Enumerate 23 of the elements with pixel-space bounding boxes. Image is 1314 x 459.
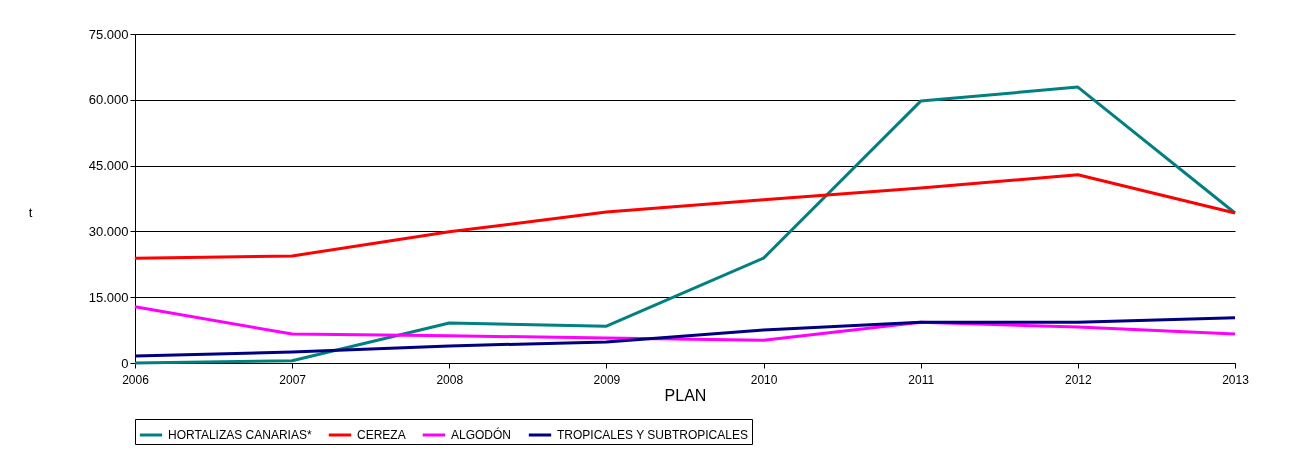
y-axis-title: t (28, 204, 33, 220)
x-tick-label: 2011 (908, 372, 935, 387)
x-tick-label: 2006 (122, 372, 150, 387)
legend-label: HORTALIZAS CANARIAS* (168, 428, 312, 442)
x-tick-label: 2008 (436, 372, 464, 387)
line-series (133, 316, 1237, 358)
x-tick-label: 2013 (1222, 372, 1250, 387)
legend-label: CEREZA (357, 428, 406, 442)
y-tick-label: 30.000 (88, 223, 129, 239)
y-tick-label: 60.000 (88, 92, 129, 108)
y-tick-label: 75.000 (88, 26, 129, 42)
legend-label: TROPICALES Y SUBTROPICALES (557, 428, 748, 442)
x-tick-label: 2012 (1065, 372, 1093, 387)
x-tick-label: 2007 (279, 372, 307, 387)
y-tick-label: 15.000 (88, 289, 129, 305)
y-tick-label: 45.000 (88, 158, 129, 174)
x-axis-title: PLAN (664, 386, 707, 404)
x-tick-label: 2010 (750, 372, 778, 387)
y-tick-label: 0 (121, 355, 129, 371)
line-series (133, 85, 1237, 365)
x-tick-label: 2009 (593, 372, 621, 387)
legend-label: ALGODÓN (451, 427, 512, 442)
line-series (133, 173, 1237, 260)
